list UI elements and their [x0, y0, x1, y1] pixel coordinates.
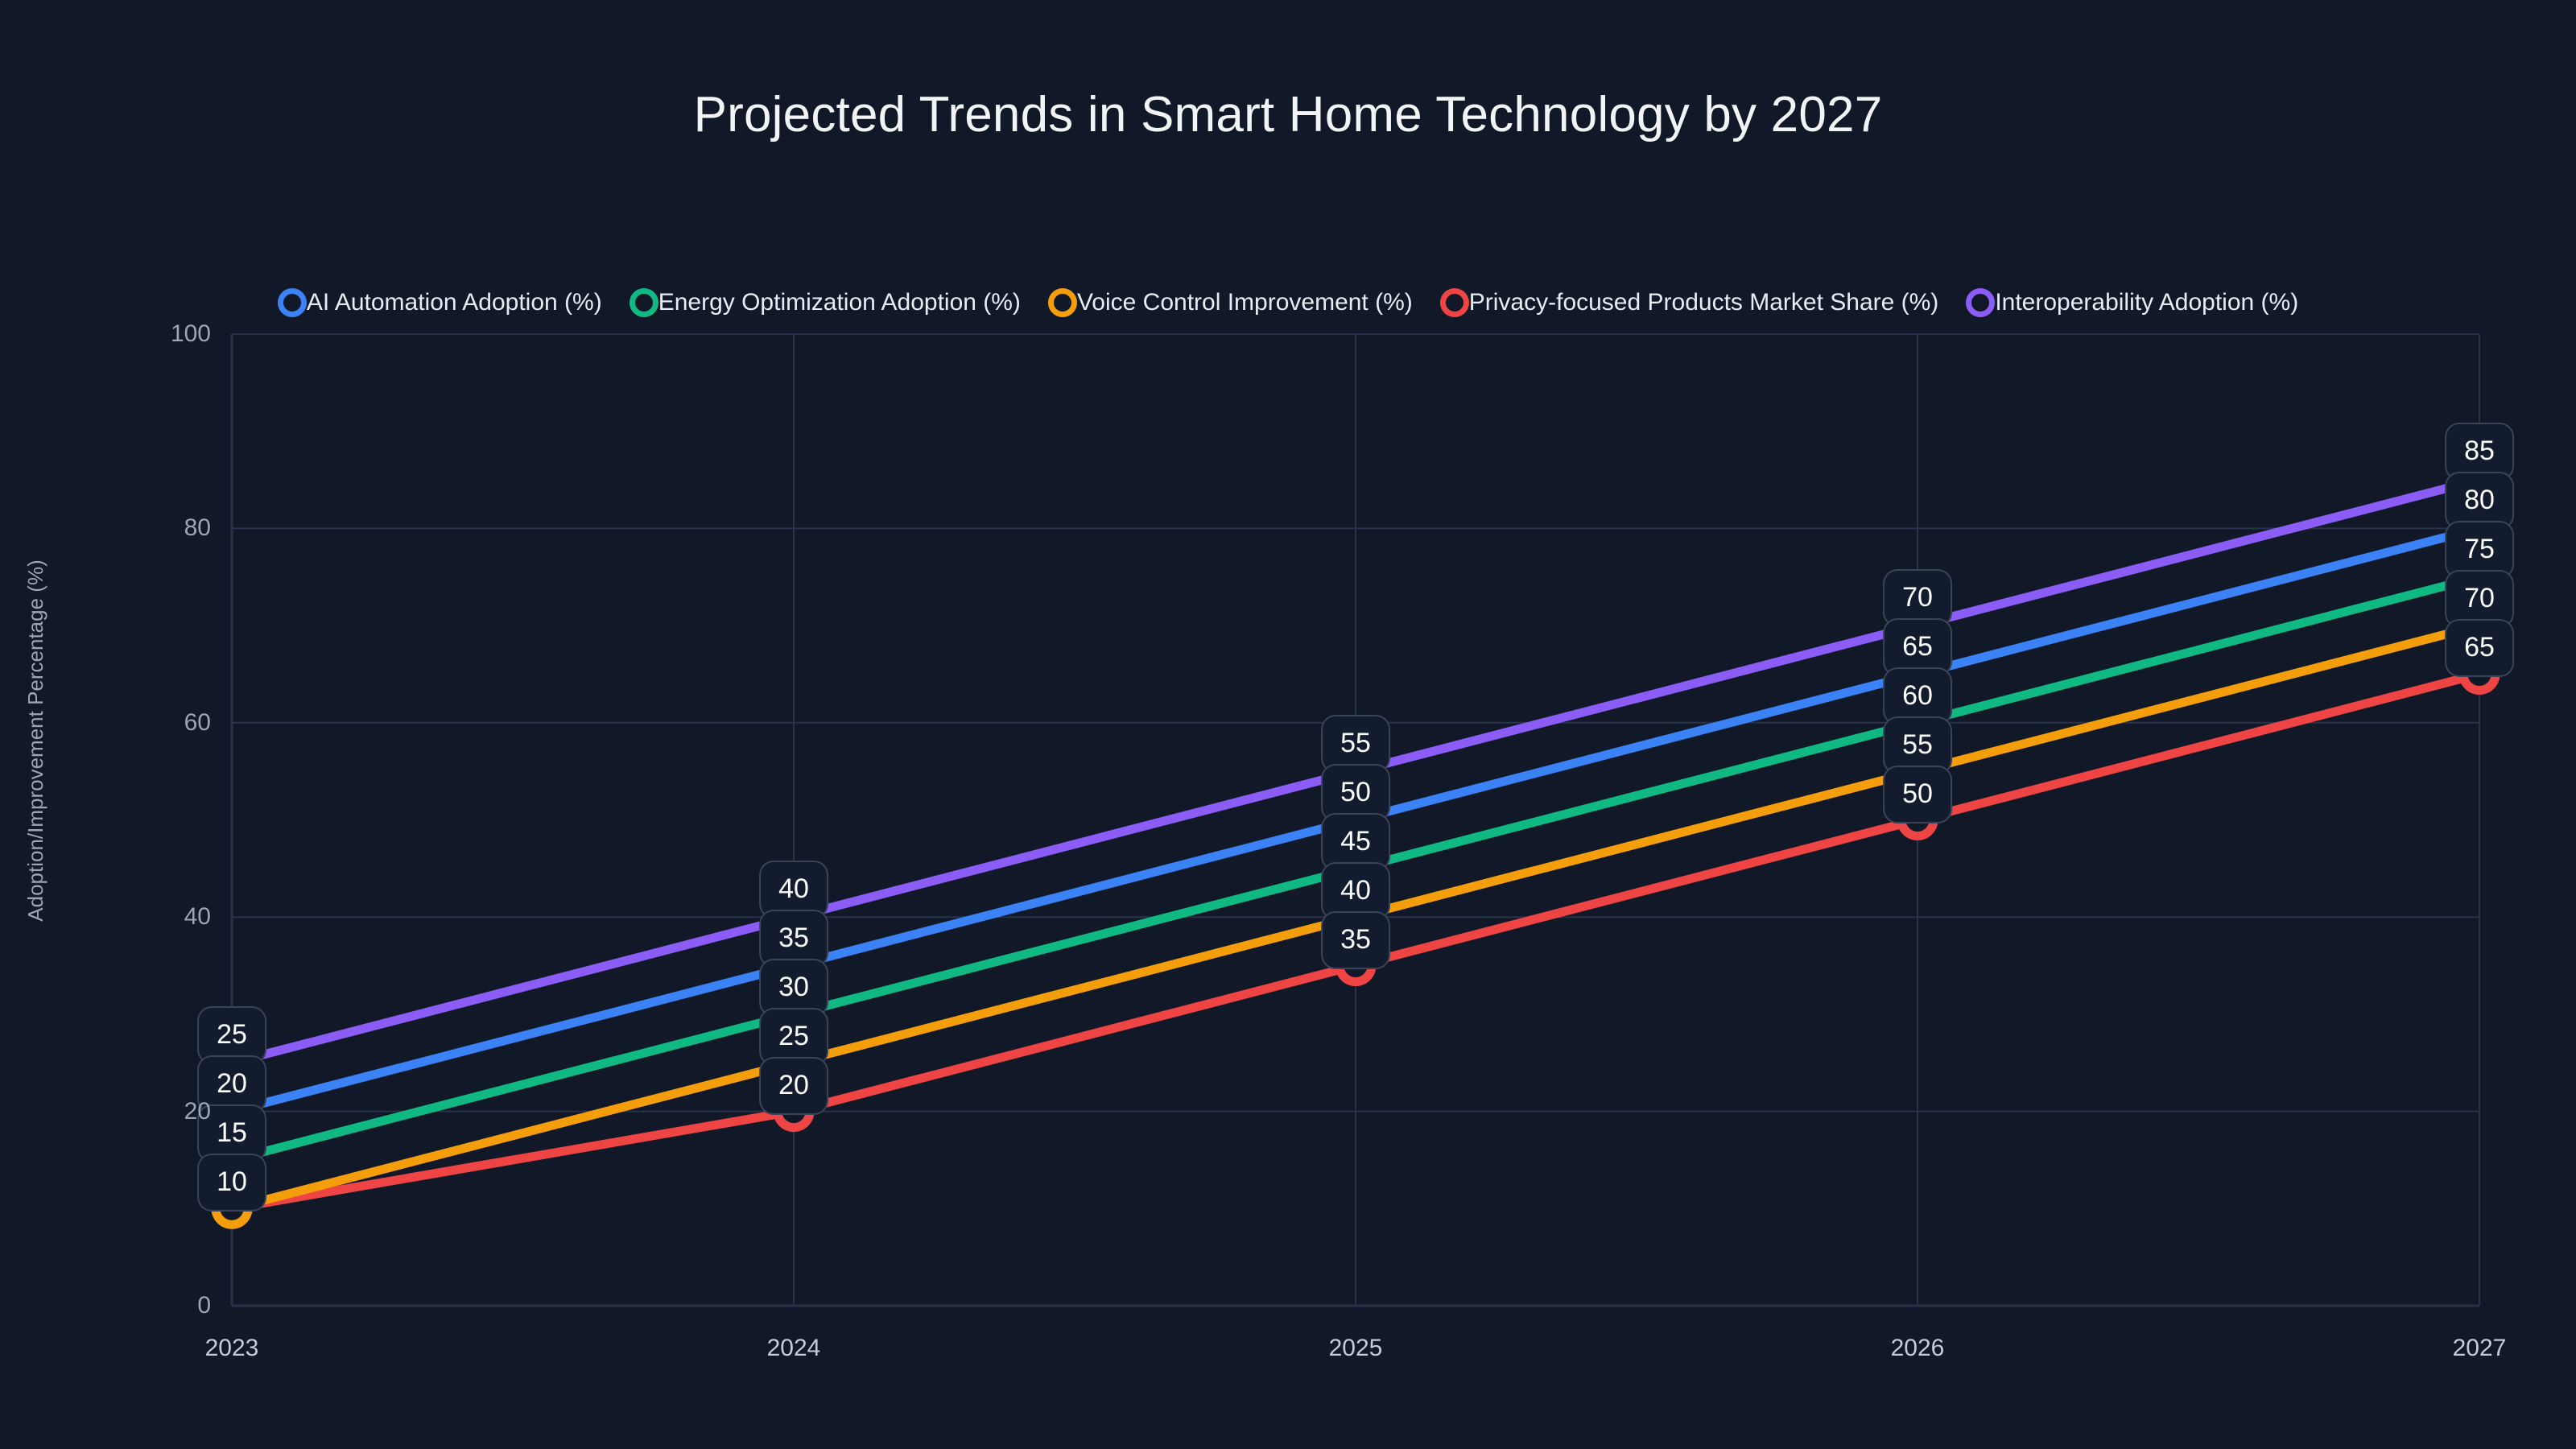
- legend-item-label: Interoperability Adoption (%): [1995, 289, 2299, 316]
- x-axis-tick-label: 2023: [204, 1335, 259, 1361]
- data-point-label: 15: [197, 1104, 266, 1163]
- data-point-label: 40: [759, 860, 828, 919]
- data-point-label: 30: [759, 958, 828, 1017]
- data-point-label: 50: [1321, 763, 1390, 822]
- data-point-label: 65: [2445, 619, 2514, 678]
- data-point-label: 25: [197, 1006, 266, 1065]
- y-axis-tick-label: 80: [184, 514, 211, 542]
- legend-item-label: AI Automation Adoption (%): [306, 289, 602, 316]
- data-point-label: 25: [759, 1007, 828, 1066]
- data-point-label: 20: [197, 1055, 266, 1114]
- legend-marker-icon: [1439, 288, 1469, 317]
- data-point-label: 60: [1883, 667, 1952, 725]
- data-point-label: 35: [1321, 910, 1390, 969]
- data-point-label: 55: [1321, 714, 1390, 773]
- data-point-label: 50: [1883, 765, 1952, 824]
- chart-legend: AI Automation Adoption (%) Energy Optimiz…: [0, 288, 2576, 317]
- legend-item-label: Energy Optimization Adoption (%): [658, 289, 1021, 316]
- y-axis-tick-label: 60: [184, 708, 211, 736]
- x-axis-tick-label: 2027: [2452, 1335, 2507, 1361]
- legend-marker-icon: [1966, 288, 1996, 317]
- data-point-label: 80: [2445, 472, 2514, 530]
- data-point-label: 10: [197, 1154, 266, 1212]
- legend-item-1[interactable]: AI Automation Adoption (%): [277, 288, 602, 317]
- x-axis-tick-label: 2025: [1328, 1335, 1383, 1361]
- legend-item-2[interactable]: Energy Optimization Adoption (%): [629, 288, 1021, 317]
- data-point-label: 85: [2445, 423, 2514, 481]
- y-axis-tick-label: 0: [197, 1292, 211, 1319]
- legend-item-3[interactable]: Voice Control Improvement (%): [1047, 288, 1413, 317]
- y-axis-tick-label: 20: [184, 1097, 211, 1125]
- data-point-label: 20: [759, 1056, 828, 1115]
- y-axis-tick-label: 40: [184, 903, 211, 931]
- chart-title: Projected Trends in Smart Home Technolog…: [693, 87, 1883, 142]
- data-point-label: 65: [1883, 617, 1952, 676]
- y-axis-tick-label: 100: [170, 320, 211, 347]
- legend-marker-icon: [277, 288, 307, 317]
- y-axis-title: Adoption/Improvement Percentage (%): [23, 559, 47, 922]
- legend-item-label: Privacy-focused Products Market Share (%…: [1468, 289, 1939, 316]
- data-point-label: 70: [1883, 568, 1952, 627]
- legend-marker-icon: [629, 288, 658, 317]
- legend-item-label: Voice Control Improvement (%): [1076, 289, 1413, 316]
- legend-item-4[interactable]: Privacy-focused Products Market Share (%…: [1439, 288, 1939, 317]
- data-point-label: 70: [2445, 570, 2514, 629]
- x-axis-tick-label: 2026: [1890, 1335, 1945, 1361]
- legend-marker-icon: [1047, 288, 1077, 317]
- x-axis-tick-label: 2024: [766, 1335, 821, 1361]
- data-point-label: 55: [1883, 716, 1952, 774]
- legend-item-5[interactable]: Interoperability Adoption (%): [1966, 288, 2298, 317]
